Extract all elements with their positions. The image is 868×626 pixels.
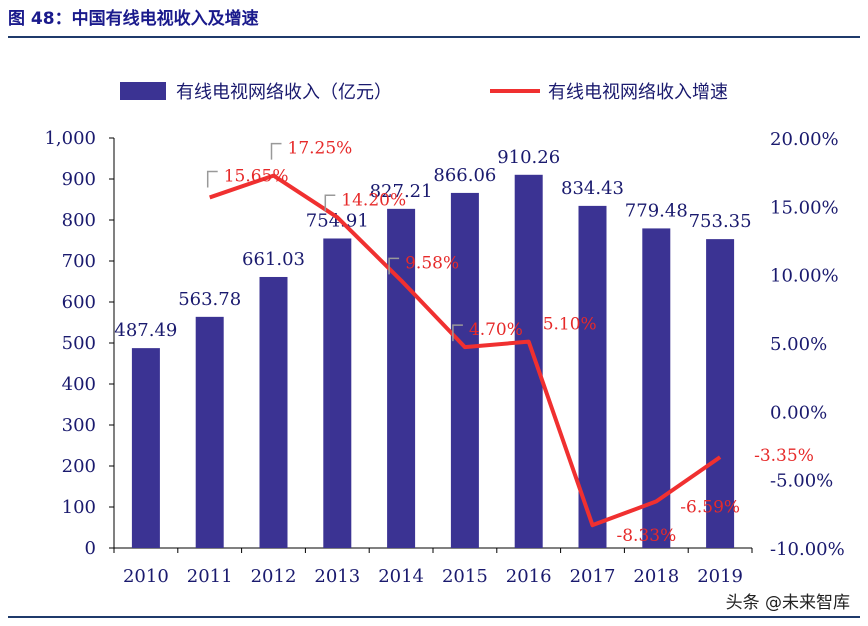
chart-title: 图 48：中国有线电视收入及增速 [8,9,259,29]
bar-2013 [323,238,352,549]
line-value-label: -3.35% [754,446,814,466]
legend-line-label: 有线电视网络收入增速 [548,82,728,103]
legend-bar-label: 有线电视网络收入（亿元） [176,82,392,103]
y-left-tick-label: 0 [85,538,96,559]
bar-value-label: 779.48 [625,200,688,221]
y-right-tick-label: 10.00% [770,266,839,287]
line-value-label: -6.59% [680,497,740,517]
y-right-tick-label: 20.00% [770,129,839,150]
label-leader [324,194,336,212]
label-leader [452,324,463,342]
x-tick-label: 2018 [633,566,679,587]
line-value-label: 14.20% [341,190,406,210]
x-tick-label: 2019 [697,566,743,587]
line-value-label: 5.10% [543,315,597,335]
y-left-tick-label: 800 [62,210,96,231]
line-value-label: 4.70% [469,320,523,340]
title-bar: 图 48：中国有线电视收入及增速 [8,6,860,38]
bar-value-label: 563.78 [178,289,241,310]
x-tick-label: 2017 [570,566,616,587]
label-leader [206,170,218,188]
bottom-rule [8,616,860,618]
legend-bar-swatch [120,82,166,100]
y-left-tick-label: 500 [62,333,96,354]
x-tick-label: 2015 [442,566,488,587]
bar-2012 [259,276,288,548]
watermark: 头条 @未来智库 [725,593,850,613]
label-leader [270,142,282,160]
bar-value-label: 487.49 [114,320,177,341]
y-left-tick-label: 700 [62,251,96,272]
bar-value-label: 754.91 [306,210,369,231]
bar-value-label: 661.03 [242,249,305,270]
bar-value-label: 827.21 [370,181,433,202]
y-left-tick-label: 200 [62,456,96,477]
y-left-tick-label: 1,000 [44,128,96,149]
y-left-tick-label: 100 [62,497,96,518]
y-right-tick-label: -5.00% [770,471,833,492]
bar-2015 [450,192,479,548]
y-left-tick-label: 900 [62,169,96,190]
x-tick-label: 2014 [378,566,424,587]
bar-value-label: 910.26 [497,147,560,168]
y-right-tick-label: 5.00% [770,334,827,355]
bar-value-label: 834.43 [561,178,624,199]
line-value-label: 17.25% [288,139,353,159]
x-tick-label: 2012 [251,566,297,587]
y-left-tick-label: 400 [62,374,96,395]
bar-value-label: 753.35 [689,211,752,232]
line-value-label: 15.65% [224,166,289,186]
bar-value-label: 866.06 [433,165,496,186]
growth-line [209,173,722,528]
bar-2014 [387,208,416,548]
y-left-tick-label: 300 [62,415,96,436]
bar-2011 [195,316,224,548]
x-tick-label: 2011 [187,566,233,587]
y-right-tick-label: 0.00% [770,402,827,423]
bar-2010 [131,348,160,548]
label-leader [388,257,400,275]
line-value-label: 9.58% [405,253,459,273]
bar-2016 [514,174,543,548]
line-value-label: -8.33% [617,526,677,546]
y-right-tick-label: -10.00% [770,539,845,560]
y-left-tick-label: 600 [62,292,96,313]
x-tick-label: 2010 [123,566,169,587]
x-tick-label: 2016 [506,566,552,587]
y-right-tick-label: 15.00% [770,197,839,218]
x-tick-label: 2013 [314,566,360,587]
bar-2017 [578,205,607,548]
bar-2019 [706,239,735,548]
